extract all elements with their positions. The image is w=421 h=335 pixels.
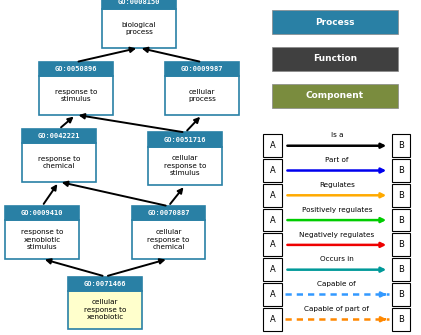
Text: B: B xyxy=(398,290,404,299)
Text: cellular
response to
chemical: cellular response to chemical xyxy=(147,229,189,250)
FancyBboxPatch shape xyxy=(392,209,410,231)
Text: Function: Function xyxy=(313,55,357,63)
FancyBboxPatch shape xyxy=(272,10,398,34)
Text: B: B xyxy=(398,315,404,324)
Text: A: A xyxy=(270,315,275,324)
Text: Component: Component xyxy=(306,91,364,100)
FancyBboxPatch shape xyxy=(263,184,282,207)
Text: Regulates: Regulates xyxy=(319,182,355,188)
Text: A: A xyxy=(270,141,275,150)
Text: B: B xyxy=(398,141,404,150)
Text: Is a: Is a xyxy=(330,132,343,138)
FancyBboxPatch shape xyxy=(392,159,410,182)
FancyBboxPatch shape xyxy=(165,76,239,115)
Text: Part of: Part of xyxy=(325,157,349,163)
Text: A: A xyxy=(270,166,275,175)
FancyBboxPatch shape xyxy=(392,258,410,281)
FancyBboxPatch shape xyxy=(69,277,142,290)
FancyBboxPatch shape xyxy=(69,290,142,329)
FancyBboxPatch shape xyxy=(131,206,205,220)
Text: B: B xyxy=(398,166,404,175)
FancyBboxPatch shape xyxy=(392,283,410,306)
FancyBboxPatch shape xyxy=(272,84,398,108)
FancyBboxPatch shape xyxy=(263,159,282,182)
FancyBboxPatch shape xyxy=(392,184,410,207)
Text: A: A xyxy=(270,216,275,224)
Text: GO:0008150: GO:0008150 xyxy=(118,0,160,5)
FancyBboxPatch shape xyxy=(22,143,96,182)
FancyBboxPatch shape xyxy=(272,47,398,71)
FancyBboxPatch shape xyxy=(149,147,222,185)
FancyBboxPatch shape xyxy=(102,0,176,9)
FancyBboxPatch shape xyxy=(263,283,282,306)
FancyBboxPatch shape xyxy=(102,9,176,48)
FancyBboxPatch shape xyxy=(22,129,96,143)
Text: Positively regulates: Positively regulates xyxy=(301,207,372,213)
FancyBboxPatch shape xyxy=(392,134,410,157)
Text: B: B xyxy=(398,265,404,274)
Text: GO:0070887: GO:0070887 xyxy=(147,210,189,216)
Text: cellular
response to
xenobiotic: cellular response to xenobiotic xyxy=(84,299,126,320)
Text: A: A xyxy=(270,191,275,200)
FancyBboxPatch shape xyxy=(131,220,205,259)
FancyBboxPatch shape xyxy=(263,233,282,256)
FancyBboxPatch shape xyxy=(165,62,239,76)
Text: B: B xyxy=(398,216,404,224)
FancyBboxPatch shape xyxy=(263,258,282,281)
Text: GO:0042221: GO:0042221 xyxy=(38,133,80,139)
Text: biological
process: biological process xyxy=(122,22,156,35)
FancyBboxPatch shape xyxy=(39,76,112,115)
Text: response to
stimulus: response to stimulus xyxy=(55,89,97,102)
Text: Process: Process xyxy=(315,18,354,26)
FancyBboxPatch shape xyxy=(5,206,79,220)
Text: Capable of part of: Capable of part of xyxy=(304,306,369,312)
Text: A: A xyxy=(270,290,275,299)
Text: Capable of: Capable of xyxy=(317,281,356,287)
FancyBboxPatch shape xyxy=(392,308,410,331)
FancyBboxPatch shape xyxy=(263,209,282,231)
FancyBboxPatch shape xyxy=(39,62,112,76)
FancyBboxPatch shape xyxy=(392,233,410,256)
Text: GO:0009410: GO:0009410 xyxy=(21,210,63,216)
Text: A: A xyxy=(270,265,275,274)
Text: response to
chemical: response to chemical xyxy=(38,156,80,169)
FancyBboxPatch shape xyxy=(149,132,222,147)
Text: Occurs in: Occurs in xyxy=(320,256,354,262)
Text: B: B xyxy=(398,191,404,200)
Text: B: B xyxy=(398,241,404,249)
FancyBboxPatch shape xyxy=(263,308,282,331)
Text: cellular
response to
stimulus: cellular response to stimulus xyxy=(164,155,206,176)
Text: GO:0051716: GO:0051716 xyxy=(164,137,206,142)
Text: Negatively regulates: Negatively regulates xyxy=(299,231,374,238)
FancyBboxPatch shape xyxy=(5,220,79,259)
Text: cellular
process: cellular process xyxy=(188,89,216,102)
FancyBboxPatch shape xyxy=(263,134,282,157)
Text: GO:0050896: GO:0050896 xyxy=(55,66,97,72)
Text: GO:0009987: GO:0009987 xyxy=(181,66,223,72)
Text: response to
xenobiotic
stimulus: response to xenobiotic stimulus xyxy=(21,229,63,250)
Text: A: A xyxy=(270,241,275,249)
Text: GO:0071466: GO:0071466 xyxy=(84,281,126,286)
